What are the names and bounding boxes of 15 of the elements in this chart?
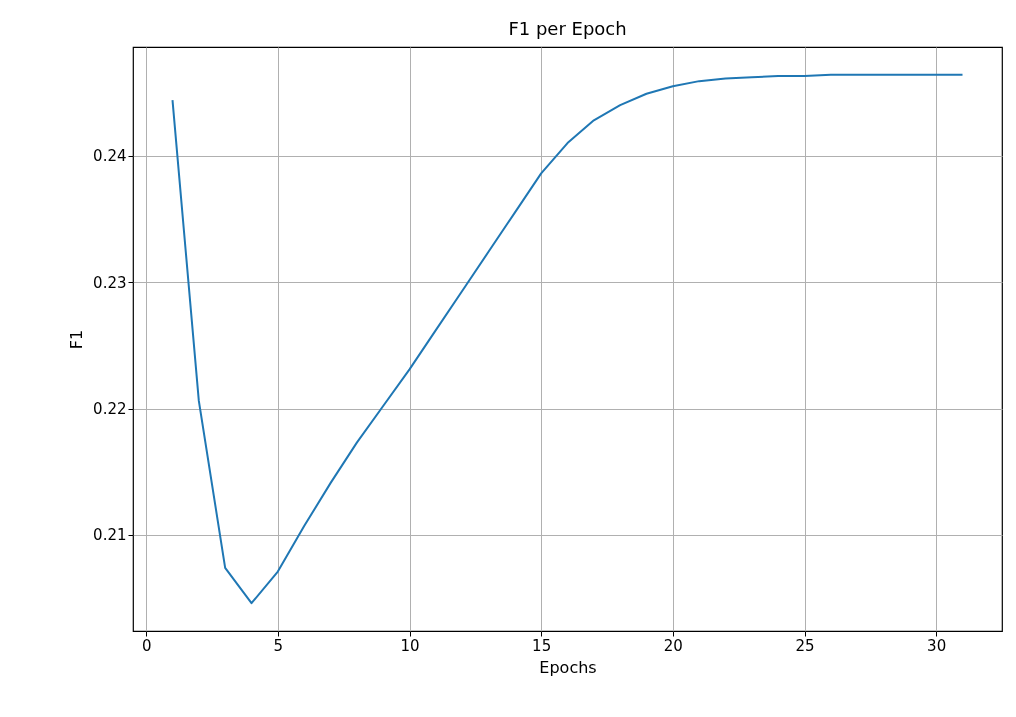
y-tick-label: 0.21: [93, 526, 127, 545]
x-axis-title: Epochs: [539, 657, 597, 677]
x-tick-label: 0: [141, 636, 152, 655]
line-series: [171, 73, 964, 605]
x-tick-label: 25: [795, 636, 815, 655]
y-tick-label: 0.24: [93, 147, 127, 166]
x-tick-label: 10: [400, 636, 420, 655]
x-tick-label: 20: [663, 636, 683, 655]
x-tick-label: 5: [273, 636, 284, 655]
y-axis-title: F1: [67, 329, 87, 350]
y-tick-label: 0.23: [93, 273, 127, 292]
chart-title: F1 per Epoch: [508, 18, 627, 39]
y-tick-label: 0.22: [93, 400, 127, 419]
x-tick-label: 30: [927, 636, 947, 655]
x-tick-label: 15: [532, 636, 552, 655]
